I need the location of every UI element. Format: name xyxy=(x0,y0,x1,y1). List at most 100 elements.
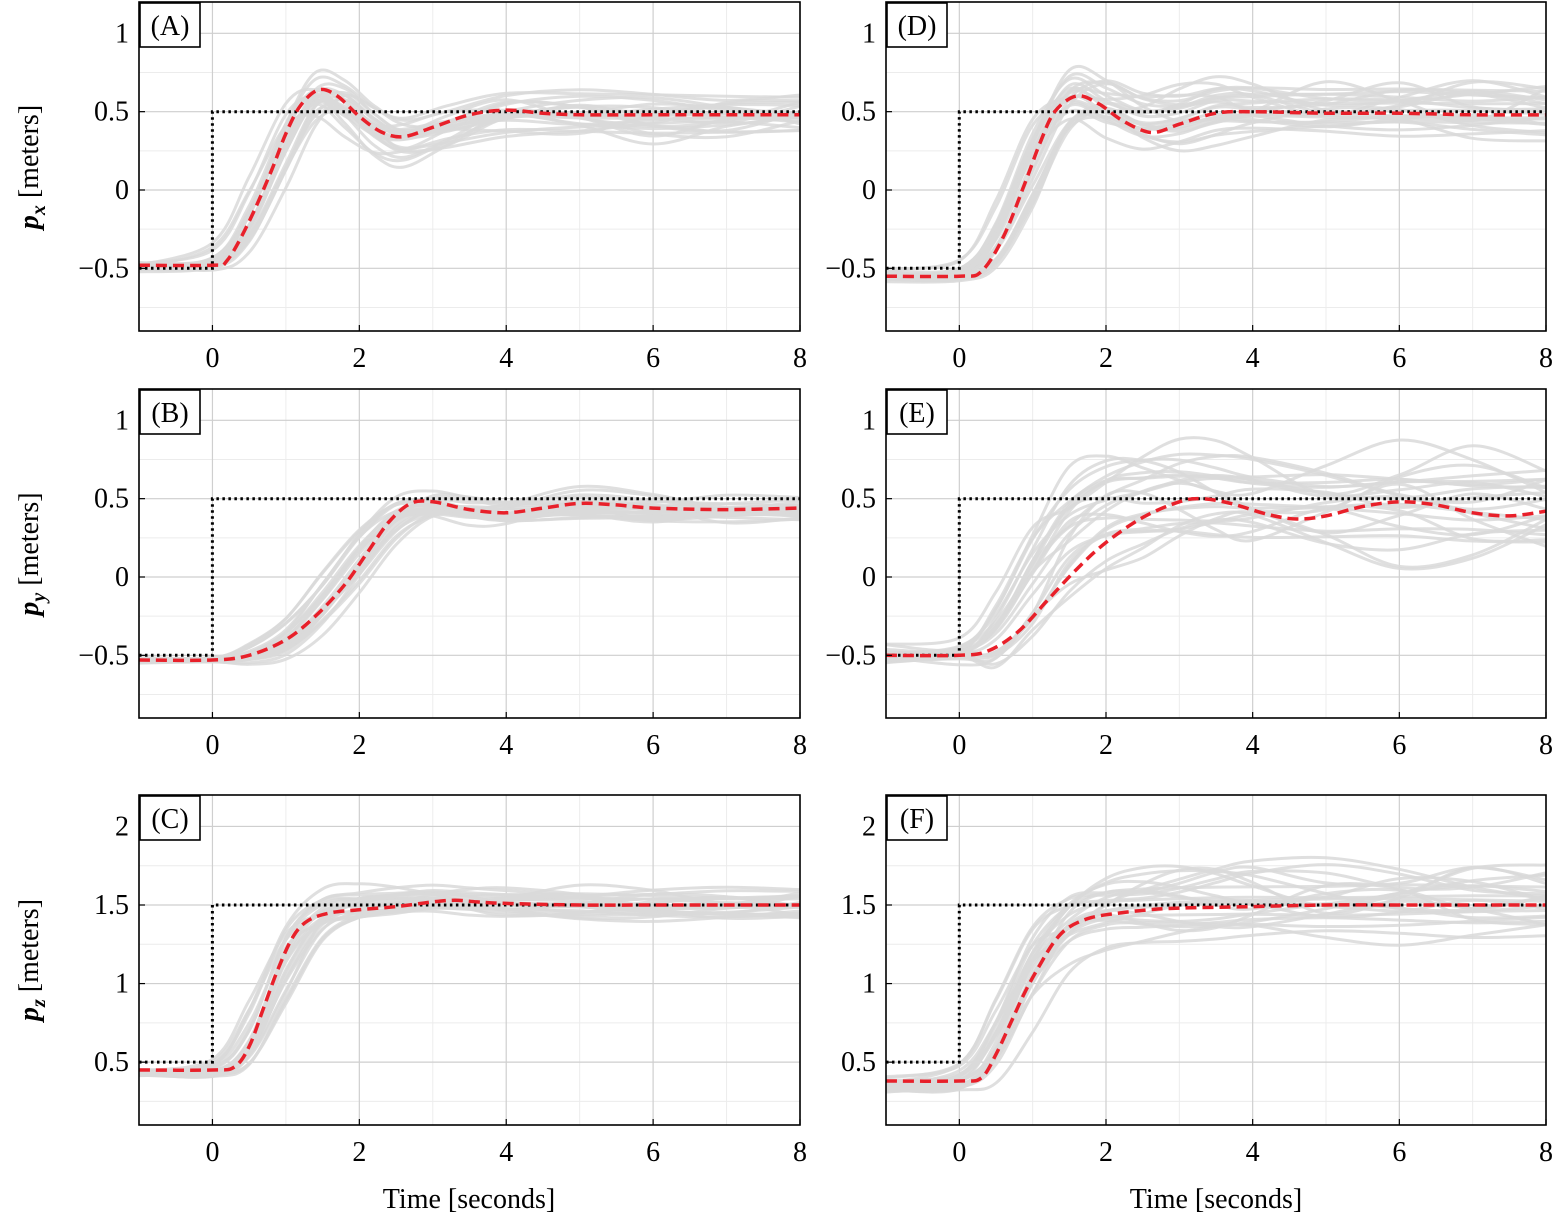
x-tick-label: 6 xyxy=(1392,343,1406,374)
y-tick-label: 1 xyxy=(115,18,129,49)
y-tick-label: −0.5 xyxy=(78,253,129,284)
x-tick-label: 6 xyxy=(646,1137,660,1168)
trial-line xyxy=(886,476,1546,656)
trial-line xyxy=(886,72,1546,280)
panel-tag-label: (E) xyxy=(899,398,935,429)
mean-line xyxy=(139,499,800,663)
trial-line xyxy=(139,504,800,664)
trial-line xyxy=(139,503,800,663)
mean-line xyxy=(139,87,800,268)
x-tick-label: 2 xyxy=(1099,1137,1113,1168)
reference-line xyxy=(886,110,1546,270)
y-tick-label: 0.5 xyxy=(94,97,129,128)
y-tick-label: −0.5 xyxy=(78,640,129,671)
panel-a: 0 2 4 6 8 −0.5 0 0.5 1 (A) xyxy=(78,1,807,374)
trial-line xyxy=(886,436,1546,646)
reference-line xyxy=(139,497,800,657)
x-tick-label: 8 xyxy=(1539,730,1553,761)
trial-line xyxy=(886,869,1546,1085)
grid xyxy=(885,2,1547,331)
y-tick-label: 0.5 xyxy=(841,1047,876,1078)
trial-line xyxy=(139,501,800,664)
trial-line xyxy=(886,916,1546,1090)
trial-line xyxy=(139,507,800,664)
axes-frame xyxy=(138,1,801,332)
trial-line xyxy=(139,93,800,272)
y-tick-label: 0.5 xyxy=(841,97,876,128)
trial-line xyxy=(886,94,1546,278)
x-tick-label: 8 xyxy=(793,1137,807,1168)
y-tick-label: 0 xyxy=(862,562,876,593)
x-tick-label: 4 xyxy=(1246,1137,1260,1168)
trial-line xyxy=(886,438,1546,659)
trial-line xyxy=(139,504,800,664)
trial-line xyxy=(139,897,800,1078)
y-tick-label: 0 xyxy=(115,175,129,206)
panel-tag-box xyxy=(139,389,201,435)
x-tick-label: 0 xyxy=(952,1137,966,1168)
trial-line xyxy=(886,456,1546,662)
y-axis-label-row-2: py [meters] xyxy=(14,492,50,617)
svg-text:pz [meters]: pz [meters] xyxy=(14,899,50,1023)
trial-line xyxy=(139,511,800,666)
x-tick-label: 0 xyxy=(205,343,219,374)
x-tick-label: 4 xyxy=(499,1137,513,1168)
x-tick-label: 4 xyxy=(1246,730,1260,761)
panel-tag-box xyxy=(886,795,948,841)
axes-frame xyxy=(885,1,1547,332)
reference-line xyxy=(886,903,1546,1064)
y-tick-label: 1 xyxy=(862,18,876,49)
y-axis-label-row-3: pz [meters] xyxy=(14,899,50,1023)
panel-tag: (E) xyxy=(886,389,948,435)
x-tick-label: 0 xyxy=(952,343,966,374)
panel-d: 0 2 4 6 8 −0.5 0 0.5 1 (D) xyxy=(825,1,1553,374)
trial-line xyxy=(139,883,800,1073)
panel-tag: (B) xyxy=(139,389,201,435)
x-tick-label: 4 xyxy=(1246,343,1260,374)
x-tick-label: 0 xyxy=(952,730,966,761)
trial-line xyxy=(886,482,1546,667)
trial-line xyxy=(139,105,800,271)
trial-line xyxy=(886,883,1546,1084)
y-axis-label-row-1: px [meters] xyxy=(14,105,50,231)
trial-line xyxy=(886,517,1546,666)
panel-tag-label: (A) xyxy=(151,11,190,42)
x-tick-label: 6 xyxy=(1392,730,1406,761)
panel-tag-box xyxy=(886,2,948,48)
svg-text:py [meters]: py [meters] xyxy=(14,492,50,617)
trial-line xyxy=(139,506,800,664)
y-tick-label: 0 xyxy=(115,562,129,593)
mean-line xyxy=(139,898,800,1072)
x-tick-label: 4 xyxy=(499,343,513,374)
panel-e: 0 2 4 6 8 −0.5 0 0.5 1 (E) xyxy=(825,388,1553,761)
x-tick-label: 0 xyxy=(205,1137,219,1168)
plot-area xyxy=(139,484,800,666)
y-tick-label: 1 xyxy=(115,969,129,1000)
trial-line xyxy=(139,903,800,1076)
trial-line xyxy=(139,512,800,663)
x-tick-label: 8 xyxy=(1539,1137,1553,1168)
trial-line xyxy=(139,506,800,665)
x-tick-label: 0 xyxy=(205,730,219,761)
trial-line xyxy=(886,501,1546,657)
x-tick-label: 2 xyxy=(352,343,366,374)
plot-area xyxy=(886,855,1546,1094)
svg-text:px [meters]: px [meters] xyxy=(14,105,50,231)
panel-tag-box xyxy=(139,2,201,48)
y-tick-label: 0.5 xyxy=(94,484,129,515)
x-tick-label: 8 xyxy=(1539,343,1553,374)
x-tick-label: 2 xyxy=(352,1137,366,1168)
panels: 0 2 4 6 8 −0.5 0 0.5 1 (A) 0 2 4 6 8 −0.5 0 0.5 1 (D) 0 2 4 6 8 −… xyxy=(78,1,1553,1168)
y-tick-label: 2 xyxy=(115,811,129,842)
y-tick-label: 1 xyxy=(862,405,876,436)
y-tick-label: 0 xyxy=(862,175,876,206)
y-tick-label: −0.5 xyxy=(825,253,876,284)
panel-tag-label: (C) xyxy=(151,804,188,835)
trial-line xyxy=(886,529,1546,662)
trial-line xyxy=(139,502,800,664)
panel-tag: (A) xyxy=(139,2,201,48)
plot-area xyxy=(139,68,800,274)
trial-line xyxy=(139,508,800,663)
trial-line xyxy=(139,509,800,665)
trial-line xyxy=(139,507,800,663)
